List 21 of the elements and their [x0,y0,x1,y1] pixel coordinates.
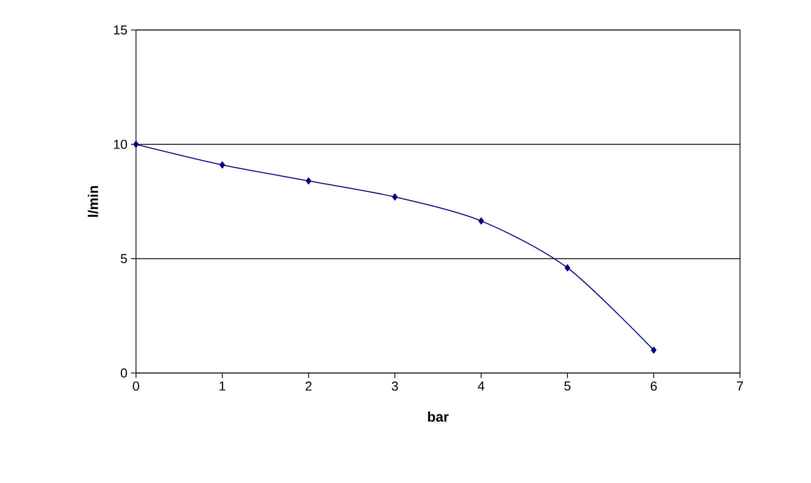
point [650,346,656,354]
y-tick-label: 0 [120,368,127,378]
x-tick-label: 1 [220,382,226,390]
x-tick-label: 5 [564,382,570,391]
y-axis-title: l/min [88,186,98,217]
point [564,264,570,272]
point [478,217,484,224]
y-tick-label: 5 [120,254,127,264]
x-tick-label: 4 [478,382,484,390]
x-tick-label: 7 [737,382,743,390]
x-tick-label: 3 [392,382,398,391]
y-tick-label: 15 [114,25,127,35]
point [392,193,398,200]
point [306,177,312,184]
y-tick-label: 10 [114,140,127,149]
x-tick-label: 6 [650,382,657,391]
x-tick-label: 2 [306,382,312,391]
x-tick-label: 0 [132,382,140,391]
x-axis-title: bar [428,412,449,422]
point [220,161,226,168]
point [133,140,139,148]
